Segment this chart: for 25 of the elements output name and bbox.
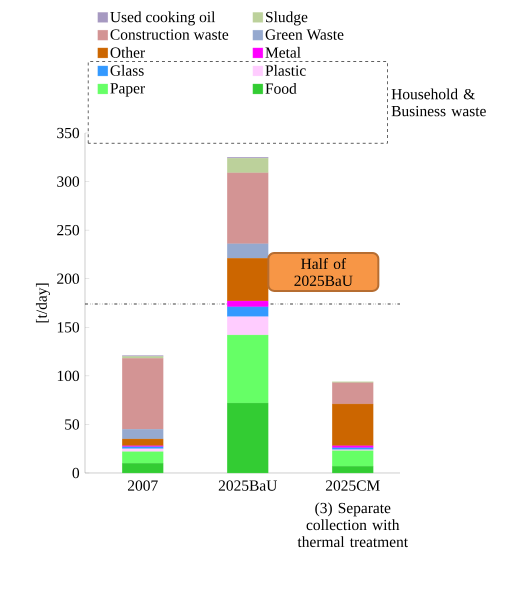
legend-label: Green Waste — [266, 29, 344, 40]
legend-label: Glass — [110, 64, 144, 76]
y-axis-title: [t/day] — [36, 284, 50, 322]
x-tick-label: 2007 — [128, 480, 158, 491]
y-tick-label: 300 — [57, 176, 80, 187]
legend-label: Plastic — [265, 64, 306, 76]
legend-label: Metal — [265, 46, 301, 58]
legend-label: Other — [110, 46, 145, 58]
y-tick-label: 350 — [57, 128, 80, 138]
y-tick-label: 200 — [57, 274, 80, 284]
legend-label: Sludge — [266, 11, 308, 26]
text: Household & Business waste — [392, 88, 486, 116]
legend-label: Used cooking oil — [110, 11, 216, 26]
x-tick-label: 2025BaU — [218, 480, 278, 491]
text: (3) Separate collection with thermal treatment — [298, 502, 408, 548]
x-tick-label: 2025CM — [326, 480, 380, 491]
y-tick-label: 100 — [58, 370, 80, 382]
ref-line-label: Half of 2025BaU — [294, 258, 353, 286]
legend-label: Construction waste — [110, 29, 228, 40]
legend-label: Paper — [110, 83, 145, 97]
y-tick-label: 150 — [58, 322, 80, 332]
legend-label: Food — [265, 82, 297, 94]
y-tick-label: 250 — [57, 224, 80, 236]
y-tick-label: 0 — [72, 468, 80, 478]
y-tick-label: 50 — [65, 419, 80, 430]
